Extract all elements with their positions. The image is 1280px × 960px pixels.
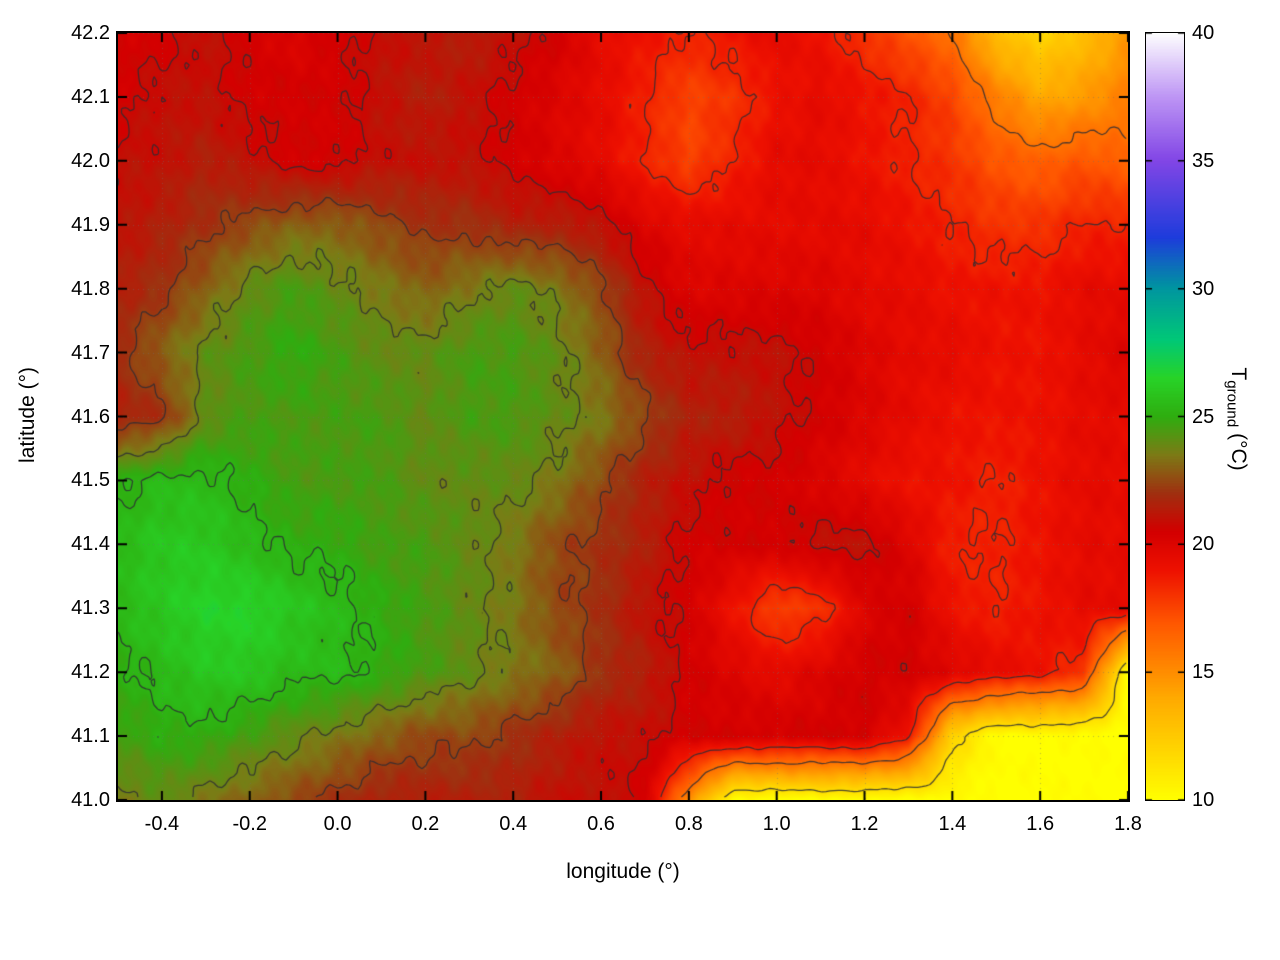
y-tick-label: 41.4 [71,533,110,556]
x-tick-label: 0.4 [499,813,528,835]
colorbar-tick-label: 30 [1192,277,1215,300]
colorbar-title-symbol: T [1227,367,1250,381]
x-tick-label: 0.2 [411,813,440,835]
x-tick-label: 1.4 [938,813,967,835]
y-tick-label: 41.0 [71,789,110,811]
y-tick-label: 41.7 [71,341,110,364]
colorbar-tick-label: 35 [1192,149,1215,172]
y-tick-label: 42.0 [71,149,110,172]
x-tick-label: 0.8 [674,813,703,835]
x-tick-label: -0.4 [144,813,180,835]
y-tick-label: 41.9 [71,213,110,236]
colorbar [1145,32,1185,801]
x-tick-label: 1.8 [1114,813,1142,835]
y-tick-label: 41.1 [71,725,110,748]
x-tick-label: 0.0 [323,813,352,835]
x-tick-label: 1.2 [850,813,879,835]
y-tick-label: 41.2 [71,661,110,684]
x-axis-title: longitude (°) [566,860,680,883]
y-tick-label: 42.2 [71,22,110,44]
y-tick-label: 41.3 [71,597,110,620]
colorbar-tick-label: 25 [1192,405,1215,428]
y-tick-label: 41.5 [71,469,110,492]
colorbar-title-unit: (°C) [1227,427,1250,471]
y-tick-label: 42.1 [71,85,110,108]
colorbar-tick-label: 40 [1192,22,1215,44]
colorbar-tick-label: 15 [1192,661,1215,684]
colorbar-canvas [1146,33,1184,800]
heatmap-canvas [118,33,1128,800]
x-tick-label: 1.0 [762,813,791,835]
colorbar-tick-label: 10 [1192,789,1215,811]
colorbar-tick-label: 20 [1192,533,1215,556]
plot-area [116,31,1130,802]
x-tick-label: -0.2 [232,813,267,835]
y-tick-label: 41.6 [71,405,110,428]
x-tick-label: 0.6 [587,813,615,835]
x-tick-label: 1.6 [1026,813,1055,835]
y-tick-label: 41.8 [71,277,110,300]
